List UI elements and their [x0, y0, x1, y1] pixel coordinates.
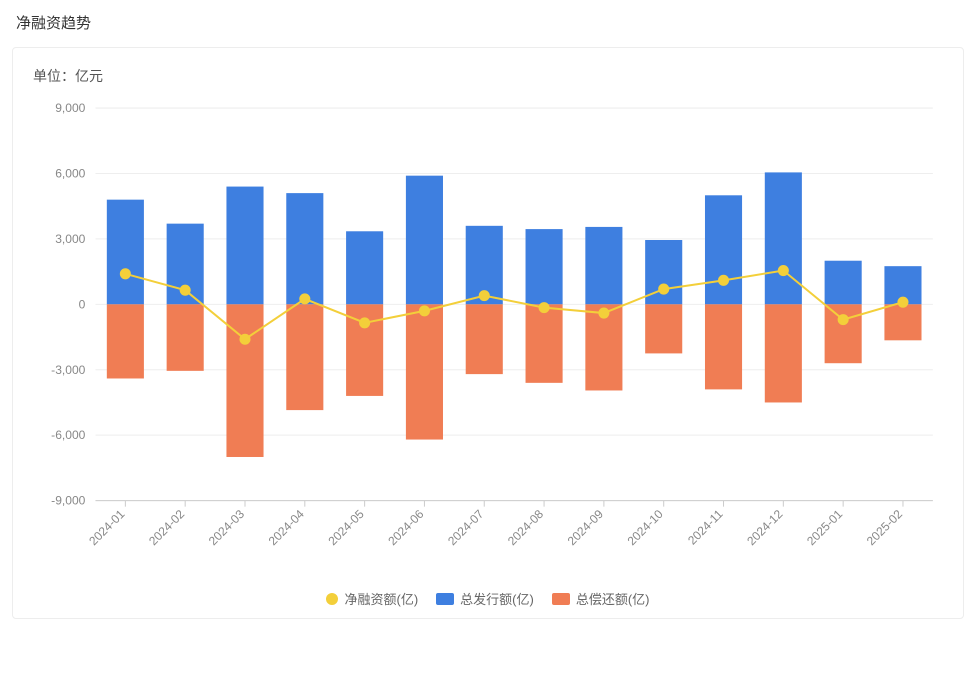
net-marker [539, 303, 549, 313]
legend-swatch [436, 593, 454, 605]
x-axis-tick-label: 2024-02 [146, 507, 187, 548]
bar-repayment [884, 304, 921, 340]
bar-repayment [226, 304, 263, 457]
chart-container: -9,000 -6,000 -3,000 0 3,000 6,000 9,000 2024-0… [25, 98, 951, 581]
x-axis-tick-label: 2025-01 [804, 507, 845, 548]
bar-issuance [526, 229, 563, 304]
bar-issuance [406, 176, 443, 305]
bar-repayment [107, 304, 144, 378]
legend-item[interactable]: 净融资额(亿) [326, 589, 418, 608]
y-axis-tick-label: -9,000 [51, 494, 85, 508]
bar-issuance [765, 172, 802, 304]
bar-repayment [765, 304, 802, 402]
net-marker [898, 297, 908, 307]
x-axis-tick-label: 2024-07 [445, 507, 486, 548]
net-marker [718, 275, 728, 285]
legend-swatch [552, 593, 570, 605]
x-axis-tick-label: 2024-08 [505, 507, 546, 548]
net-marker [838, 315, 848, 325]
bar-issuance [286, 193, 323, 304]
bar-repayment [286, 304, 323, 410]
bar-issuance [825, 261, 862, 305]
bar-repayment [406, 304, 443, 439]
y-axis-tick-label: 9,000 [55, 101, 85, 115]
legend-item[interactable]: 总发行额(亿) [436, 589, 534, 608]
chart-legend: 净融资额(亿) 总发行额(亿) 总偿还额(亿) [25, 589, 951, 608]
page-title: 净融资趋势 [16, 12, 964, 33]
y-axis-tick-label: 6,000 [55, 167, 85, 181]
net-marker [180, 285, 190, 295]
bar-issuance [585, 227, 622, 304]
bar-issuance [226, 187, 263, 305]
net-financing-chart: -9,000 -6,000 -3,000 0 3,000 6,000 9,000 2024-0… [25, 98, 951, 581]
y-axis-tick-label: 3,000 [55, 232, 85, 246]
net-marker [300, 294, 310, 304]
net-marker [419, 306, 429, 316]
net-marker [659, 284, 669, 294]
x-axis-tick-label: 2024-06 [385, 507, 426, 548]
x-axis-tick-label: 2024-12 [744, 507, 785, 548]
legend-label: 总偿还额(亿) [576, 589, 650, 608]
y-axis-tick-label: 0 [79, 297, 86, 311]
y-axis-tick-label: -3,000 [51, 363, 85, 377]
x-axis-tick-label: 2024-09 [565, 507, 606, 548]
x-axis-tick-label: 2024-11 [685, 507, 726, 548]
bar-issuance [705, 195, 742, 304]
x-axis-tick-label: 2024-04 [266, 507, 307, 548]
net-marker [778, 266, 788, 276]
bar-repayment [645, 304, 682, 353]
legend-swatch [326, 593, 338, 605]
net-marker [360, 318, 370, 328]
legend-label: 总发行额(亿) [460, 589, 534, 608]
x-axis-tick-label: 2024-01 [86, 507, 127, 548]
bar-issuance [346, 231, 383, 304]
y-axis-tick-label: -6,000 [51, 428, 85, 442]
x-axis-tick-label: 2025-02 [864, 507, 905, 548]
legend-item[interactable]: 总偿还额(亿) [552, 589, 650, 608]
net-marker [479, 291, 489, 301]
bar-repayment [705, 304, 742, 389]
net-marker [240, 334, 250, 344]
x-axis-tick-label: 2024-05 [326, 507, 367, 548]
bar-issuance [107, 200, 144, 305]
bar-repayment [167, 304, 204, 371]
unit-label: 单位：亿元 [33, 66, 951, 86]
x-axis-tick-label: 2024-10 [625, 507, 666, 548]
x-axis-tick-label: 2024-03 [206, 507, 247, 548]
bar-repayment [825, 304, 862, 363]
net-marker [599, 308, 609, 318]
bar-repayment [526, 304, 563, 383]
legend-label: 净融资额(亿) [344, 589, 418, 608]
bar-repayment [466, 304, 503, 374]
chart-card: 单位：亿元 -9,000 -6,000 -3,000 0 3,000 6,000 9,000… [12, 47, 964, 619]
net-marker [120, 269, 130, 279]
